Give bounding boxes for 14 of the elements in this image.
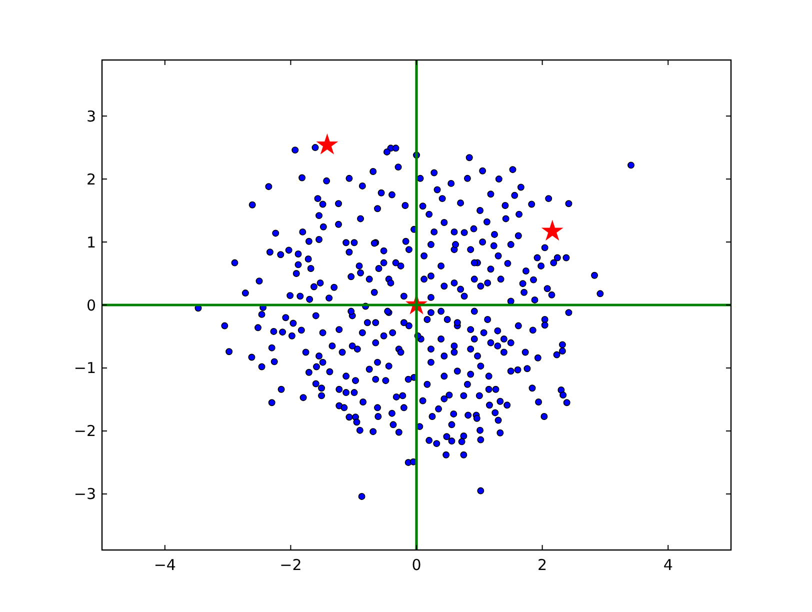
x-tick-label: −2 bbox=[280, 556, 302, 574]
point bbox=[316, 133, 338, 154]
y-tick-label: 2 bbox=[86, 170, 96, 188]
y-tick-label: −3 bbox=[74, 485, 96, 504]
x-tick-label: −4 bbox=[154, 556, 176, 574]
y-tick-label: −2 bbox=[74, 422, 96, 440]
x-tick-label: 0 bbox=[412, 556, 422, 574]
y-tick-label: 1 bbox=[86, 233, 96, 252]
y-tick-label: 3 bbox=[86, 107, 96, 126]
y-tick-label: −1 bbox=[74, 359, 96, 378]
x-tick-label: 2 bbox=[538, 556, 548, 574]
x-tick-label: 4 bbox=[663, 556, 673, 574]
y-tick-label: 0 bbox=[86, 296, 96, 314]
point bbox=[541, 220, 564, 241]
